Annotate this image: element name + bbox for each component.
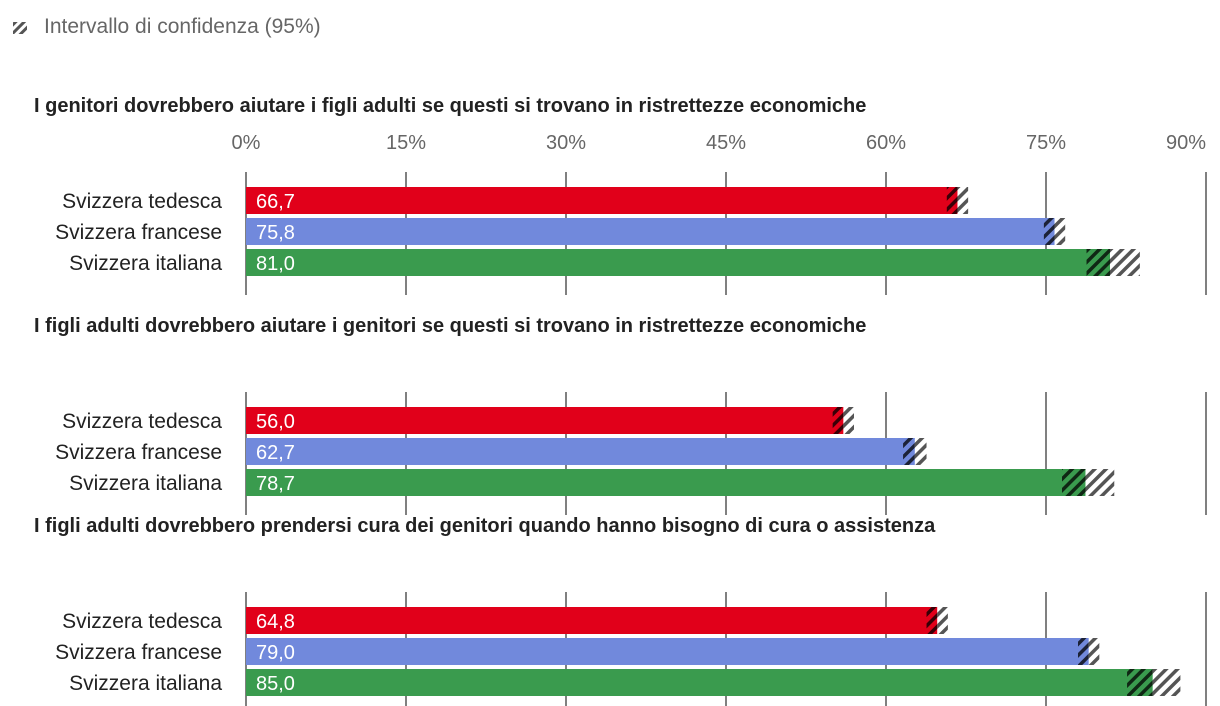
ci-band-upper [914,438,927,465]
panel-title: I figli adulti dovrebbero aiutare i geni… [34,315,866,337]
ci-band-upper [1088,638,1100,665]
ci-band-upper [843,407,854,434]
x-tick-label: 0% [232,132,261,154]
bar [246,469,1086,496]
value-label: 62,7 [256,442,295,464]
legend-label: Intervallo di confidenza (95%) [44,15,321,38]
ci-band-lower [926,607,938,634]
value-label: 56,0 [256,411,295,433]
category-label: Svizzera italiana [69,252,222,275]
bar [246,407,844,434]
category-label: Svizzera tedesca [62,610,222,633]
ci-band-upper [1110,249,1140,276]
category-label: Svizzera francese [55,641,222,664]
ci-band-lower [1127,669,1153,696]
value-label: 66,7 [256,191,295,213]
category-label: Svizzera italiana [69,472,222,495]
panel-title: I genitori dovrebbero aiutare i figli ad… [34,95,866,117]
x-tick-label: 75% [1026,132,1066,154]
hatch-icon [13,22,27,34]
bar [246,438,915,465]
value-label: 64,8 [256,611,295,633]
value-label: 85,0 [256,673,295,695]
bar [246,669,1153,696]
ci-band-upper [1152,669,1181,696]
ci-band-lower [832,407,844,434]
category-label: Svizzera tedesca [62,410,222,433]
ci-band-lower [1062,469,1086,496]
bar [246,218,1055,245]
ci-band-lower [1078,638,1089,665]
ci-band-upper [937,607,948,634]
ci-band-lower [1043,218,1055,245]
panel-title: I figli adulti dovrebbero prendersi cura… [34,515,936,537]
value-label: 81,0 [256,253,295,275]
value-label: 75,8 [256,222,295,244]
x-tick-label: 30% [546,132,586,154]
x-tick-label: 45% [706,132,746,154]
ci-band-lower [1086,249,1110,276]
category-label: Svizzera francese [55,441,222,464]
value-label: 79,0 [256,642,295,664]
x-tick-label: 60% [866,132,906,154]
category-label: Svizzera italiana [69,672,222,695]
legend: Intervallo di confidenza (95%) [10,14,321,40]
bar [246,187,958,214]
x-tick-label: 15% [386,132,426,154]
ci-band-upper [1054,218,1066,245]
bar [246,249,1110,276]
x-tick-label: 90% [1166,132,1206,154]
category-label: Svizzera francese [55,221,222,244]
ci-band-lower [946,187,958,214]
ci-band-upper [957,187,969,214]
category-label: Svizzera tedesca [62,190,222,213]
ci-band-upper [1085,469,1115,496]
value-label: 78,7 [256,473,295,495]
bar [246,607,938,634]
bar [246,638,1089,665]
ci-band-lower [903,438,915,465]
